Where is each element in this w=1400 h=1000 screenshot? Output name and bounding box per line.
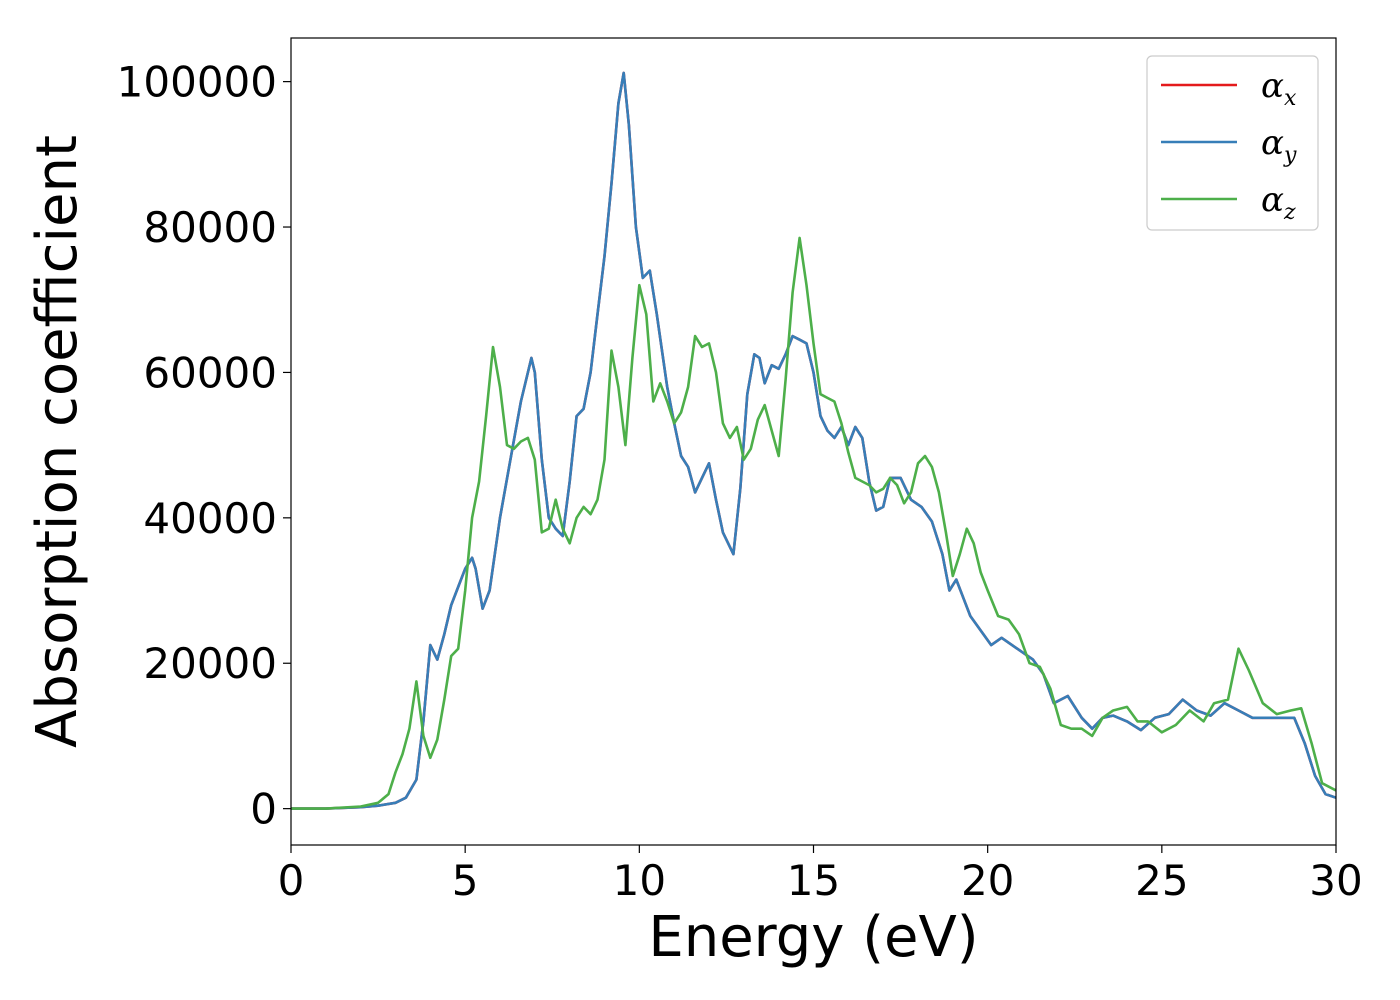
x-tick-label: 20 [961,856,1014,905]
y-tick-label: 100000 [117,58,277,107]
series-line-alpha-z [291,236,1336,810]
x-tick-label: 0 [278,856,305,905]
series-lines [291,71,1336,810]
x-tick-label: 5 [452,856,479,905]
x-tick-label: 10 [613,856,666,905]
x-axis-title: Energy (eV) [648,905,978,970]
x-tick-label: 30 [1309,856,1362,905]
x-tick-label: 25 [1135,856,1188,905]
y-tick-label: 80000 [143,203,277,252]
x-tick-label: 15 [787,856,840,905]
x-axis: 0 5 10 15 20 25 30 [278,845,1363,905]
series-line-alpha-y [291,71,1336,810]
y-tick-label: 0 [250,785,277,834]
y-tick-label: 60000 [143,348,277,397]
y-axis-title: Absorption coefficient [25,135,90,748]
y-tick-label: 20000 [143,639,277,688]
y-axis: 0 20000 40000 60000 80000 100000 [117,58,291,834]
y-tick-label: 40000 [143,494,277,543]
